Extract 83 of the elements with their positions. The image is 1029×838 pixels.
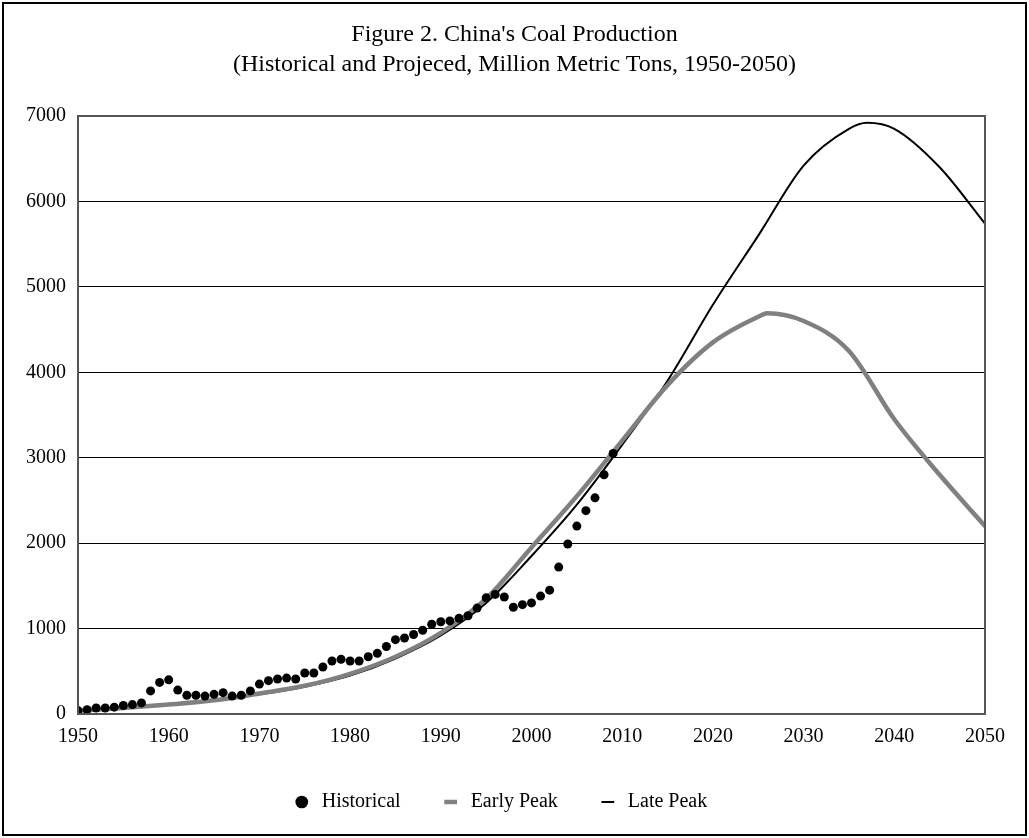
x-tick-label: 2040: [874, 724, 915, 747]
point: [318, 662, 328, 672]
x-tick-label: 2030: [783, 724, 824, 747]
chart-subtitle: (Historical and Projeced, Million Metric Tons, 1950-2050): [232, 50, 797, 76]
point: [400, 633, 410, 643]
point: [82, 705, 92, 714]
point: [418, 625, 428, 635]
point: [218, 688, 228, 698]
point: [300, 668, 310, 678]
x-tick-label: 2050: [965, 724, 1005, 747]
point: [481, 593, 491, 603]
y-tick-label: 1000: [26, 615, 66, 638]
y-tick-label: 3000: [26, 444, 66, 467]
point: [608, 448, 618, 458]
point: [590, 493, 600, 503]
point: [354, 656, 364, 666]
point: [363, 652, 373, 662]
point: [291, 674, 301, 684]
point: [245, 686, 255, 696]
legend-label: Late Peak: [627, 789, 708, 812]
point: [490, 589, 500, 599]
point: [390, 635, 400, 645]
y-tick-label: 4000: [26, 359, 66, 382]
point: [254, 679, 264, 689]
point: [345, 656, 355, 666]
point: [445, 616, 455, 626]
point: [545, 585, 555, 595]
point: [508, 602, 518, 612]
point: [127, 700, 137, 710]
point: [472, 603, 482, 613]
point: [273, 674, 283, 684]
point: [118, 700, 128, 710]
y-tick-label: 7000: [26, 103, 66, 126]
point: [427, 619, 437, 629]
point: [336, 654, 346, 664]
x-tick-label: 2020: [692, 724, 733, 747]
point: [563, 539, 573, 549]
point: [327, 656, 337, 666]
point: [527, 598, 536, 608]
point: [599, 470, 609, 480]
y-tick-label: 0: [56, 701, 66, 724]
x-tick-label: 1980: [330, 724, 371, 747]
point: [200, 691, 210, 701]
point: [182, 690, 192, 700]
point: [499, 592, 509, 602]
y-tick-label: 5000: [26, 274, 66, 297]
point: [454, 613, 464, 623]
x-tick-label: 2000: [511, 724, 552, 747]
point: [517, 600, 527, 610]
point: [100, 703, 110, 713]
point: [372, 648, 382, 658]
x-tick-label: 2010: [602, 724, 643, 747]
point: [173, 685, 183, 695]
point: [572, 521, 582, 531]
point: [309, 668, 319, 678]
point: [164, 675, 174, 685]
point: [109, 702, 119, 712]
point: [581, 506, 591, 516]
point: [146, 686, 156, 696]
x-tick-label: 1960: [148, 724, 189, 747]
x-tick-label: 1970: [239, 724, 280, 747]
point: [227, 691, 237, 701]
point: [191, 690, 201, 700]
point: [91, 703, 101, 713]
x-tick-label: 1950: [58, 724, 98, 747]
point: [282, 673, 292, 683]
point: [381, 642, 391, 652]
chart-title: Figure 2. China's Coal Production: [351, 20, 678, 46]
point: [263, 676, 273, 686]
point: [463, 611, 473, 621]
y-tick-label: 6000: [26, 188, 66, 211]
point: [209, 689, 219, 699]
point: [436, 617, 446, 627]
y-tick-label: 2000: [26, 530, 66, 553]
point: [554, 562, 564, 572]
point: [536, 591, 546, 601]
point: [409, 630, 419, 640]
legend-label: Historical: [321, 789, 402, 812]
point: [236, 690, 246, 700]
point: [136, 698, 146, 708]
point: [155, 677, 165, 687]
legend-label: Early Peak: [470, 789, 558, 813]
x-tick-label: 1990: [420, 724, 461, 747]
